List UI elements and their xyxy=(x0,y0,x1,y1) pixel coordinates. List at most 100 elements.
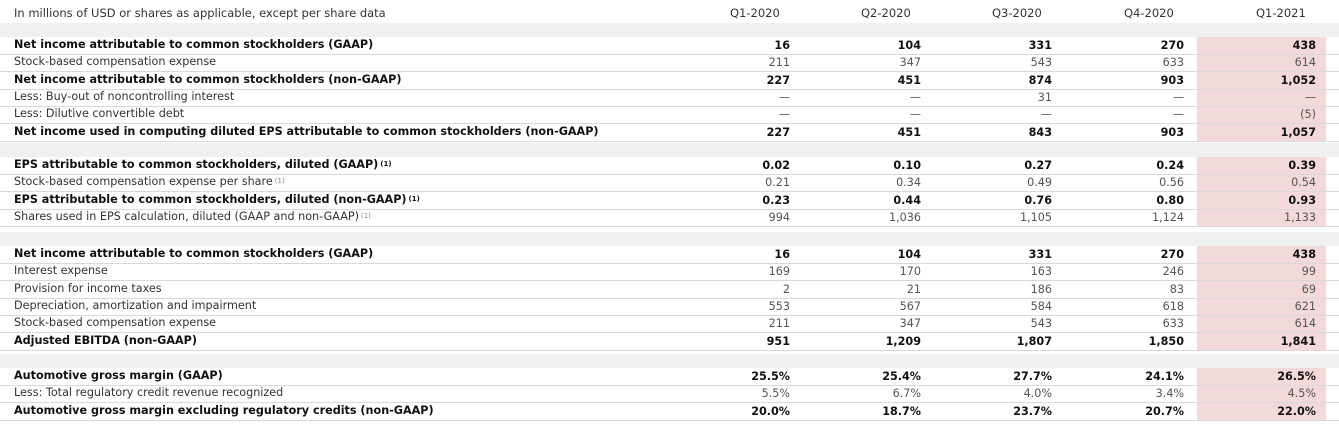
row-label: Interest expense xyxy=(14,264,108,278)
table-row: Net income attributable to common stockh… xyxy=(0,246,1339,264)
cell-value: 4.5% xyxy=(1287,387,1316,401)
cell-value: 633 xyxy=(1162,56,1184,70)
cell-value: 31 xyxy=(1037,90,1052,104)
cell-value: 83 xyxy=(1169,282,1184,296)
cell-value: 1,850 xyxy=(1148,334,1184,348)
row-label: Net income attributable to common stockh… xyxy=(14,247,374,260)
row-label: Automotive gross margin excluding regula… xyxy=(14,403,434,417)
cell-value: 1,133 xyxy=(1283,210,1316,224)
cell-value: 451 xyxy=(897,73,921,87)
cell-value: 23.7% xyxy=(1013,404,1052,418)
table-row: Less: Total regulatory credit revenue re… xyxy=(0,385,1339,404)
cell-value: 543 xyxy=(1030,56,1052,70)
cell-value: 618 xyxy=(1162,299,1184,313)
table-row: Automotive gross margin (GAAP) 25.5% 25.4%… xyxy=(0,368,1339,386)
cell-value: — xyxy=(1172,90,1184,104)
cell-value: 0.34 xyxy=(896,176,921,190)
cell-value: 0.93 xyxy=(1288,193,1316,207)
table-row: Net income attributable to common stockh… xyxy=(0,37,1339,55)
cell-value: 99 xyxy=(1301,265,1316,279)
cell-value: 584 xyxy=(1030,299,1052,313)
cell-value: 27.7% xyxy=(1013,370,1052,383)
cell-value: 6.7% xyxy=(892,387,921,401)
cell-value: 104 xyxy=(897,248,921,261)
row-label: Provision for income taxes xyxy=(14,281,162,295)
table-row: Stock-based compensation expense per sha… xyxy=(0,174,1339,193)
cell-value: 543 xyxy=(1030,317,1052,331)
cell-value: 163 xyxy=(1030,265,1052,279)
cell-value: 874 xyxy=(1028,73,1052,87)
cell-value: 1,057 xyxy=(1280,125,1316,139)
column-header-q3-2020: Q3-2020 xyxy=(992,6,1042,20)
cell-value: 169 xyxy=(768,265,790,279)
cell-value: 451 xyxy=(897,125,921,139)
highlight-column-q1-2021 xyxy=(1197,368,1326,420)
row-label: Net income attributable to common stockh… xyxy=(14,38,374,51)
cell-value: 0.39 xyxy=(1288,159,1316,172)
cell-value: 0.80 xyxy=(1156,193,1184,207)
cell-value: 26.5% xyxy=(1277,370,1316,383)
row-label: Stock-based compensation expense per sha… xyxy=(14,175,285,189)
cell-value: 1,841 xyxy=(1280,334,1316,348)
row-label: Less: Total regulatory credit revenue re… xyxy=(14,386,284,400)
cell-value: 25.4% xyxy=(882,370,921,383)
column-header-q1-2020: Q1-2020 xyxy=(730,6,780,20)
cell-value: 621 xyxy=(1294,299,1316,313)
cell-value: 211 xyxy=(768,56,790,70)
footnote-marker: (1) xyxy=(408,194,420,203)
table-row: Automotive gross margin excluding regula… xyxy=(0,403,1339,421)
table-row: EPS attributable to common stockholders,… xyxy=(0,192,1339,210)
cell-value: — xyxy=(909,108,921,122)
row-label: Less: Buy-out of noncontrolling interest xyxy=(14,89,235,103)
cell-value: 0.27 xyxy=(1024,159,1052,172)
cell-value: 951 xyxy=(766,334,790,348)
cell-value: 0.24 xyxy=(1156,159,1184,172)
table-row: Stock-based compensation expense 211 347 54… xyxy=(0,54,1339,73)
cell-value: 438 xyxy=(1292,248,1316,261)
table-header: In millions of USD or shares as applicab… xyxy=(0,0,1339,25)
column-header-q4-2020: Q4-2020 xyxy=(1124,6,1174,20)
table-row: Interest expense 169 170 163 246 99 xyxy=(0,263,1339,282)
table-row: Less: Buy-out of noncontrolling interest… xyxy=(0,89,1339,107)
cell-value: 270 xyxy=(1160,248,1184,261)
section-spacer xyxy=(0,232,1339,246)
cell-value: 211 xyxy=(768,317,790,331)
cell-value: 1,036 xyxy=(888,210,921,224)
footnote-marker: (1) xyxy=(274,177,285,186)
section-spacer xyxy=(0,143,1339,157)
cell-value: 21 xyxy=(906,282,921,296)
cell-value: 0.21 xyxy=(765,176,790,190)
row-label: Adjusted EBITDA (non-GAAP) xyxy=(14,333,197,347)
row-label: Automotive gross margin (GAAP) xyxy=(14,369,223,382)
cell-value: 18.7% xyxy=(882,404,921,418)
cell-value: 0.76 xyxy=(1024,193,1052,207)
table-row: Provision for income taxes 2 21 186 83 69 xyxy=(0,281,1339,299)
section-spacer xyxy=(0,354,1339,368)
footnote-marker: (1) xyxy=(380,160,392,168)
cell-value: — xyxy=(909,90,921,104)
cell-value: 20.0% xyxy=(751,404,790,418)
cell-value: 22.0% xyxy=(1277,404,1316,418)
footnote-marker: (1) xyxy=(360,211,371,220)
row-label: EPS attributable to common stockholders,… xyxy=(14,158,392,171)
cell-value: 0.44 xyxy=(893,193,921,207)
cell-value: 2 xyxy=(782,282,790,296)
cell-value: 20.7% xyxy=(1145,404,1184,418)
cell-value: 614 xyxy=(1294,317,1316,331)
section-spacer xyxy=(0,23,1339,37)
cell-value: 331 xyxy=(1028,39,1052,52)
cell-value: — xyxy=(1172,108,1184,122)
cell-value: 25.5% xyxy=(751,370,790,383)
cell-value: 16 xyxy=(774,39,790,52)
cell-value: 170 xyxy=(899,265,921,279)
cell-value: 1,209 xyxy=(885,334,921,348)
cell-value: 1,052 xyxy=(1280,73,1316,87)
cell-value: 0.56 xyxy=(1159,176,1184,190)
cell-value: — xyxy=(1040,108,1052,122)
cell-value: 24.1% xyxy=(1145,370,1184,383)
cell-value: 994 xyxy=(768,210,790,224)
cell-value: 186 xyxy=(1030,282,1052,296)
cell-value: 0.23 xyxy=(762,193,790,207)
cell-value: 567 xyxy=(899,299,921,313)
cell-value: — xyxy=(1304,90,1316,104)
